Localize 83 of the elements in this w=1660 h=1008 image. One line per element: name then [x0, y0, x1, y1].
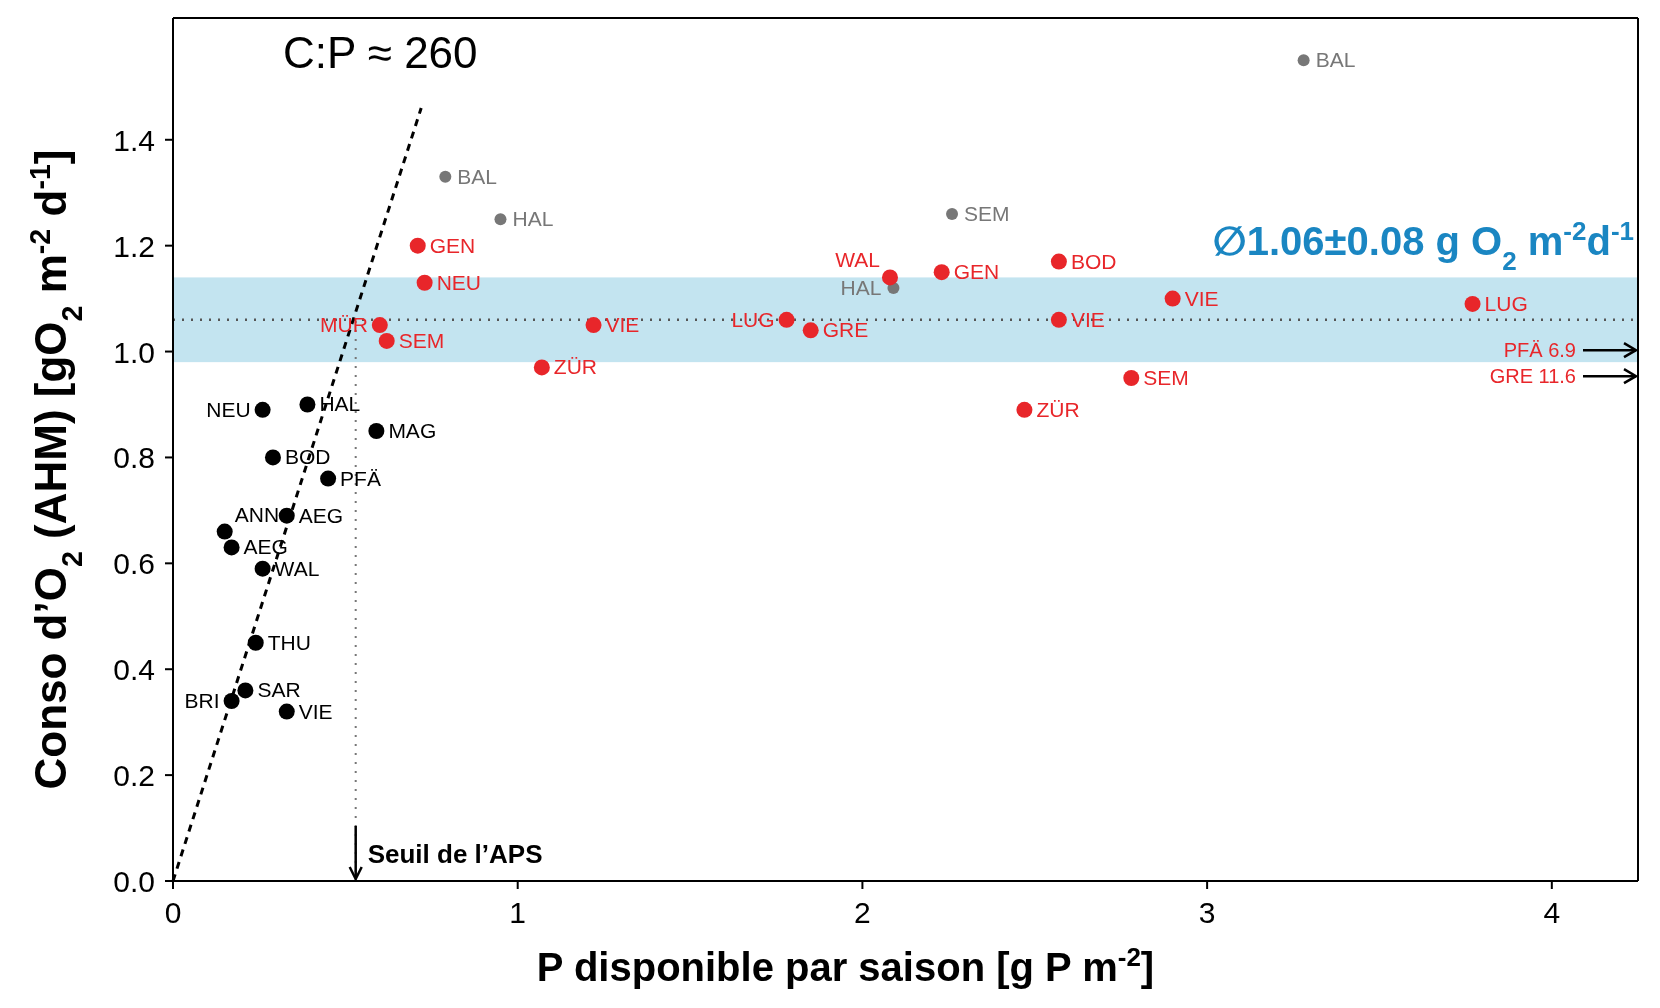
point	[1016, 401, 1033, 418]
data-label: BOD	[1070, 249, 1117, 273]
y-tick-label: 0.8	[113, 441, 155, 475]
point	[778, 311, 795, 328]
point	[278, 703, 295, 720]
point	[533, 359, 550, 376]
data-label: VIE	[605, 313, 640, 337]
data-label: AEG	[298, 503, 344, 527]
point	[881, 269, 898, 286]
ref-line-label: Seuil de l’APS	[367, 839, 543, 869]
data-label: NEU	[436, 270, 481, 294]
x-tick-label: 0	[164, 896, 182, 929]
data-label: THU	[267, 630, 311, 654]
data-label: ZÜR	[553, 355, 598, 379]
data-label: VIE	[1184, 286, 1219, 310]
x-tick-label: 1	[509, 896, 527, 929]
annotation: PFÄ 6.9	[1503, 339, 1576, 362]
point	[1164, 290, 1181, 307]
data-label: LUG	[731, 307, 775, 331]
x-axis-title: P disponible par saison [g P m$^{-2}$]	[536, 942, 1155, 989]
annotation: C:P ≈ 260	[283, 28, 478, 77]
data-label: SAR	[257, 678, 301, 702]
data-label: BAL	[1315, 48, 1356, 72]
point	[1297, 54, 1310, 67]
data-label: BOD	[284, 445, 331, 469]
data-label: WAL	[274, 556, 320, 580]
point	[1050, 311, 1067, 328]
x-tick-label: 4	[1543, 896, 1561, 929]
data-label: LUG	[1484, 291, 1528, 315]
data-label: MÜR	[320, 313, 368, 337]
y-tick-label: 0.0	[113, 865, 155, 898]
point	[371, 317, 388, 334]
point	[946, 207, 959, 220]
point	[378, 332, 395, 349]
data-label: BRI	[184, 688, 220, 712]
point	[368, 422, 385, 439]
band-label: ∅1.06±0.08 g O$_{2}$ m$^{-2}$d$^{-1}$	[1212, 216, 1634, 277]
data-label: HAL	[840, 276, 882, 300]
point	[585, 317, 602, 334]
data-label: NEU	[206, 397, 251, 421]
y-tick-label: 1.0	[113, 335, 155, 369]
data-label: AEG	[243, 535, 288, 559]
data-label: PFÄ	[340, 466, 381, 490]
x-tick-label: 3	[1198, 896, 1216, 929]
point	[439, 170, 452, 183]
point	[933, 264, 950, 281]
y-tick-label: 0.2	[113, 759, 155, 793]
point	[1050, 253, 1067, 270]
y-tick-label: 1.4	[113, 123, 155, 157]
data-label: GEN	[429, 233, 476, 257]
data-label: GRE	[822, 318, 869, 342]
annotation: GRE 11.6	[1489, 365, 1576, 388]
point	[320, 470, 337, 487]
data-label: ZÜR	[1036, 397, 1080, 421]
point	[216, 523, 233, 540]
point	[264, 449, 281, 466]
point	[409, 237, 426, 254]
y-tick-label: 0.6	[113, 547, 155, 581]
point	[494, 213, 507, 226]
data-label: SEM	[1143, 366, 1189, 390]
data-label: VIE	[1070, 307, 1105, 331]
y-tick-label: 1.2	[113, 229, 155, 263]
data-label: SEM	[964, 201, 1010, 225]
data-label: GEN	[953, 260, 1000, 284]
point	[237, 682, 254, 699]
data-label: VIE	[298, 699, 333, 723]
x-tick-label: 2	[854, 896, 871, 929]
data-label: HAL	[319, 392, 361, 416]
data-label: SEM	[398, 328, 445, 352]
data-label: HAL	[512, 207, 554, 231]
point	[223, 539, 240, 556]
point	[1464, 295, 1481, 312]
point	[802, 322, 819, 339]
point	[254, 560, 271, 577]
point	[416, 274, 433, 291]
y-tick-label: 0.4	[113, 653, 155, 687]
point	[299, 396, 316, 413]
point	[1123, 370, 1140, 387]
point	[254, 401, 271, 418]
data-label: ANN	[234, 502, 280, 526]
data-label: MAG	[388, 418, 437, 442]
data-label: BAL	[457, 164, 498, 188]
data-label: WAL	[835, 248, 880, 272]
